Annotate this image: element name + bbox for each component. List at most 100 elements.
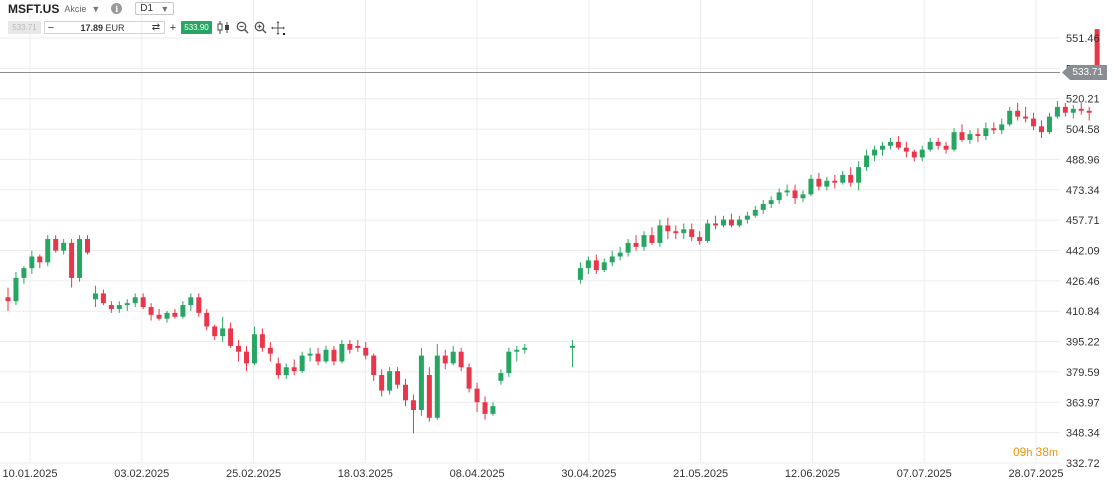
candle-countdown: 09h 38m [1013, 445, 1058, 459]
candle [895, 136, 901, 150]
candle [100, 289, 106, 306]
decrease-button[interactable]: − [47, 21, 55, 34]
candle-body-down [228, 328, 234, 346]
swap-icon[interactable]: ⇄ [151, 22, 161, 33]
x-tick-label: 30.04.2025 [561, 468, 617, 480]
candle-body-up [13, 277, 19, 302]
candle [61, 239, 67, 255]
candle-body-down [728, 219, 734, 226]
timeframe-select[interactable]: D1 ▼ [135, 2, 175, 15]
zoom-in-icon[interactable] [251, 20, 269, 35]
info-icon[interactable]: i [111, 3, 123, 14]
candle [85, 235, 90, 255]
y-tick-label: 457.71 [1066, 215, 1100, 227]
candle [172, 308, 178, 319]
candle-body-down [275, 363, 281, 376]
candle-body-up [522, 347, 528, 350]
candle-body-up [625, 242, 631, 253]
candle-body-up [339, 343, 345, 362]
candle [299, 351, 305, 374]
candle [331, 345, 337, 366]
candle [1031, 112, 1037, 131]
y-tick-label: 332.72 [1066, 458, 1100, 470]
candle-body-up [124, 303, 130, 306]
countdown-minutes: 38 [1035, 445, 1049, 459]
candle [617, 246, 623, 261]
candle-body-down [482, 402, 488, 414]
x-tick-label: 25.02.2025 [226, 468, 282, 480]
candle [204, 308, 210, 331]
candle [784, 184, 790, 197]
candle-body-up [864, 155, 870, 168]
zoom-out-icon[interactable] [233, 20, 251, 35]
increase-button[interactable]: + [169, 21, 177, 34]
candle-body-down [403, 384, 408, 401]
candle-body-down [379, 375, 385, 391]
candle-body-up [681, 229, 687, 234]
y-tick-label: 363.97 [1066, 397, 1100, 409]
candle-body-down [100, 293, 106, 304]
candle [140, 293, 146, 309]
candle-body-up [92, 293, 98, 300]
candle [665, 217, 671, 240]
candle [474, 382, 480, 412]
candle-body-up [856, 167, 862, 183]
candle [736, 215, 742, 228]
candle-body-down [267, 347, 273, 354]
chart-grid [0, 0, 1060, 464]
candle [856, 161, 862, 191]
candle-body-down [1094, 29, 1100, 72]
candle [951, 128, 957, 152]
candle [124, 299, 130, 311]
sell-button[interactable]: 533.71 [8, 21, 41, 34]
candle [657, 219, 663, 247]
symbol-dropdown-icon[interactable]: ▼ [91, 3, 101, 14]
candle-body-up [387, 371, 393, 391]
candle [339, 340, 345, 364]
candle [212, 324, 218, 341]
quantity-value[interactable]: 17.89 EUR [57, 23, 148, 33]
candle-body-up [927, 141, 933, 150]
candle [800, 190, 806, 203]
candle-body-up [1007, 110, 1013, 125]
candle-body-down [148, 307, 154, 315]
candle [585, 256, 591, 274]
candle-body-down [1039, 126, 1044, 133]
candle-body-up [880, 145, 885, 150]
candle-body-up [180, 305, 186, 317]
candle-body-down [236, 345, 242, 352]
candle [132, 293, 138, 308]
quantity-field[interactable]: − 17.89 EUR ⇄ [44, 21, 165, 34]
currency-label: EUR [105, 22, 125, 33]
candle [744, 211, 750, 224]
crosshair-icon[interactable] [269, 20, 287, 35]
candle [983, 122, 989, 140]
candle-body-down [895, 141, 901, 148]
candle [426, 367, 432, 422]
candle [673, 225, 679, 240]
candle-body-up [617, 252, 623, 257]
candle [1086, 106, 1092, 121]
candle [681, 223, 687, 240]
candle [880, 141, 885, 156]
candle [824, 176, 830, 191]
candle-body-up [323, 349, 329, 362]
buy-button[interactable]: 533.90 [181, 21, 212, 34]
candle-body-down [140, 297, 146, 308]
candle-body-up [641, 235, 647, 247]
y-tick-label: 488.96 [1066, 154, 1100, 166]
candle [379, 369, 385, 397]
candle-body-down [848, 174, 854, 183]
candle [434, 343, 440, 420]
candle-body-up [220, 328, 226, 337]
candle-body-up [418, 355, 424, 410]
candle [236, 340, 242, 362]
candle-body-up [721, 219, 726, 226]
candle [450, 345, 456, 366]
candlestick-type-icon[interactable] [215, 20, 233, 35]
x-tick-label: 28.07.2025 [1008, 468, 1064, 480]
symbol-name[interactable]: MSFT.US [8, 1, 60, 16]
candle-body-up [967, 134, 973, 140]
